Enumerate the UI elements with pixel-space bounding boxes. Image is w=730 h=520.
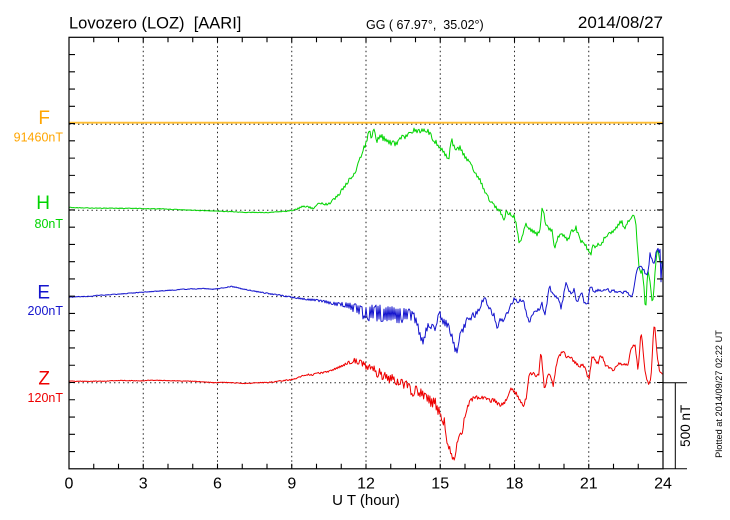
svg-text:GG ( 67.97°, 35.02°): GG ( 67.97°, 35.02°) [366, 18, 484, 32]
svg-text:24: 24 [654, 476, 672, 493]
svg-text:F: F [38, 108, 50, 129]
svg-text:E: E [37, 283, 50, 304]
svg-text:12: 12 [357, 476, 375, 493]
svg-text:6: 6 [213, 476, 222, 493]
svg-text:Plotted at 2014/09/27 02:22 UT: Plotted at 2014/09/27 02:22 UT [714, 330, 724, 458]
svg-text:U T (hour): U T (hour) [332, 492, 400, 509]
svg-text:2014/08/27: 2014/08/27 [578, 13, 663, 32]
svg-text:Lovozero (LOZ) [AARI]: Lovozero (LOZ) [AARI] [69, 15, 241, 33]
svg-text:15: 15 [431, 476, 449, 493]
svg-text:3: 3 [139, 476, 148, 493]
svg-text:Z: Z [38, 369, 50, 390]
svg-text:500 nT: 500 nT [678, 405, 693, 447]
svg-text:0: 0 [65, 476, 74, 493]
svg-text:120nT: 120nT [28, 391, 64, 405]
svg-text:18: 18 [506, 476, 524, 493]
svg-text:80nT: 80nT [35, 217, 64, 231]
svg-text:9: 9 [287, 476, 296, 493]
svg-text:200nT: 200nT [28, 304, 64, 318]
svg-text:H: H [36, 193, 50, 214]
svg-text:21: 21 [580, 476, 598, 493]
svg-text:91460nT: 91460nT [14, 131, 64, 145]
